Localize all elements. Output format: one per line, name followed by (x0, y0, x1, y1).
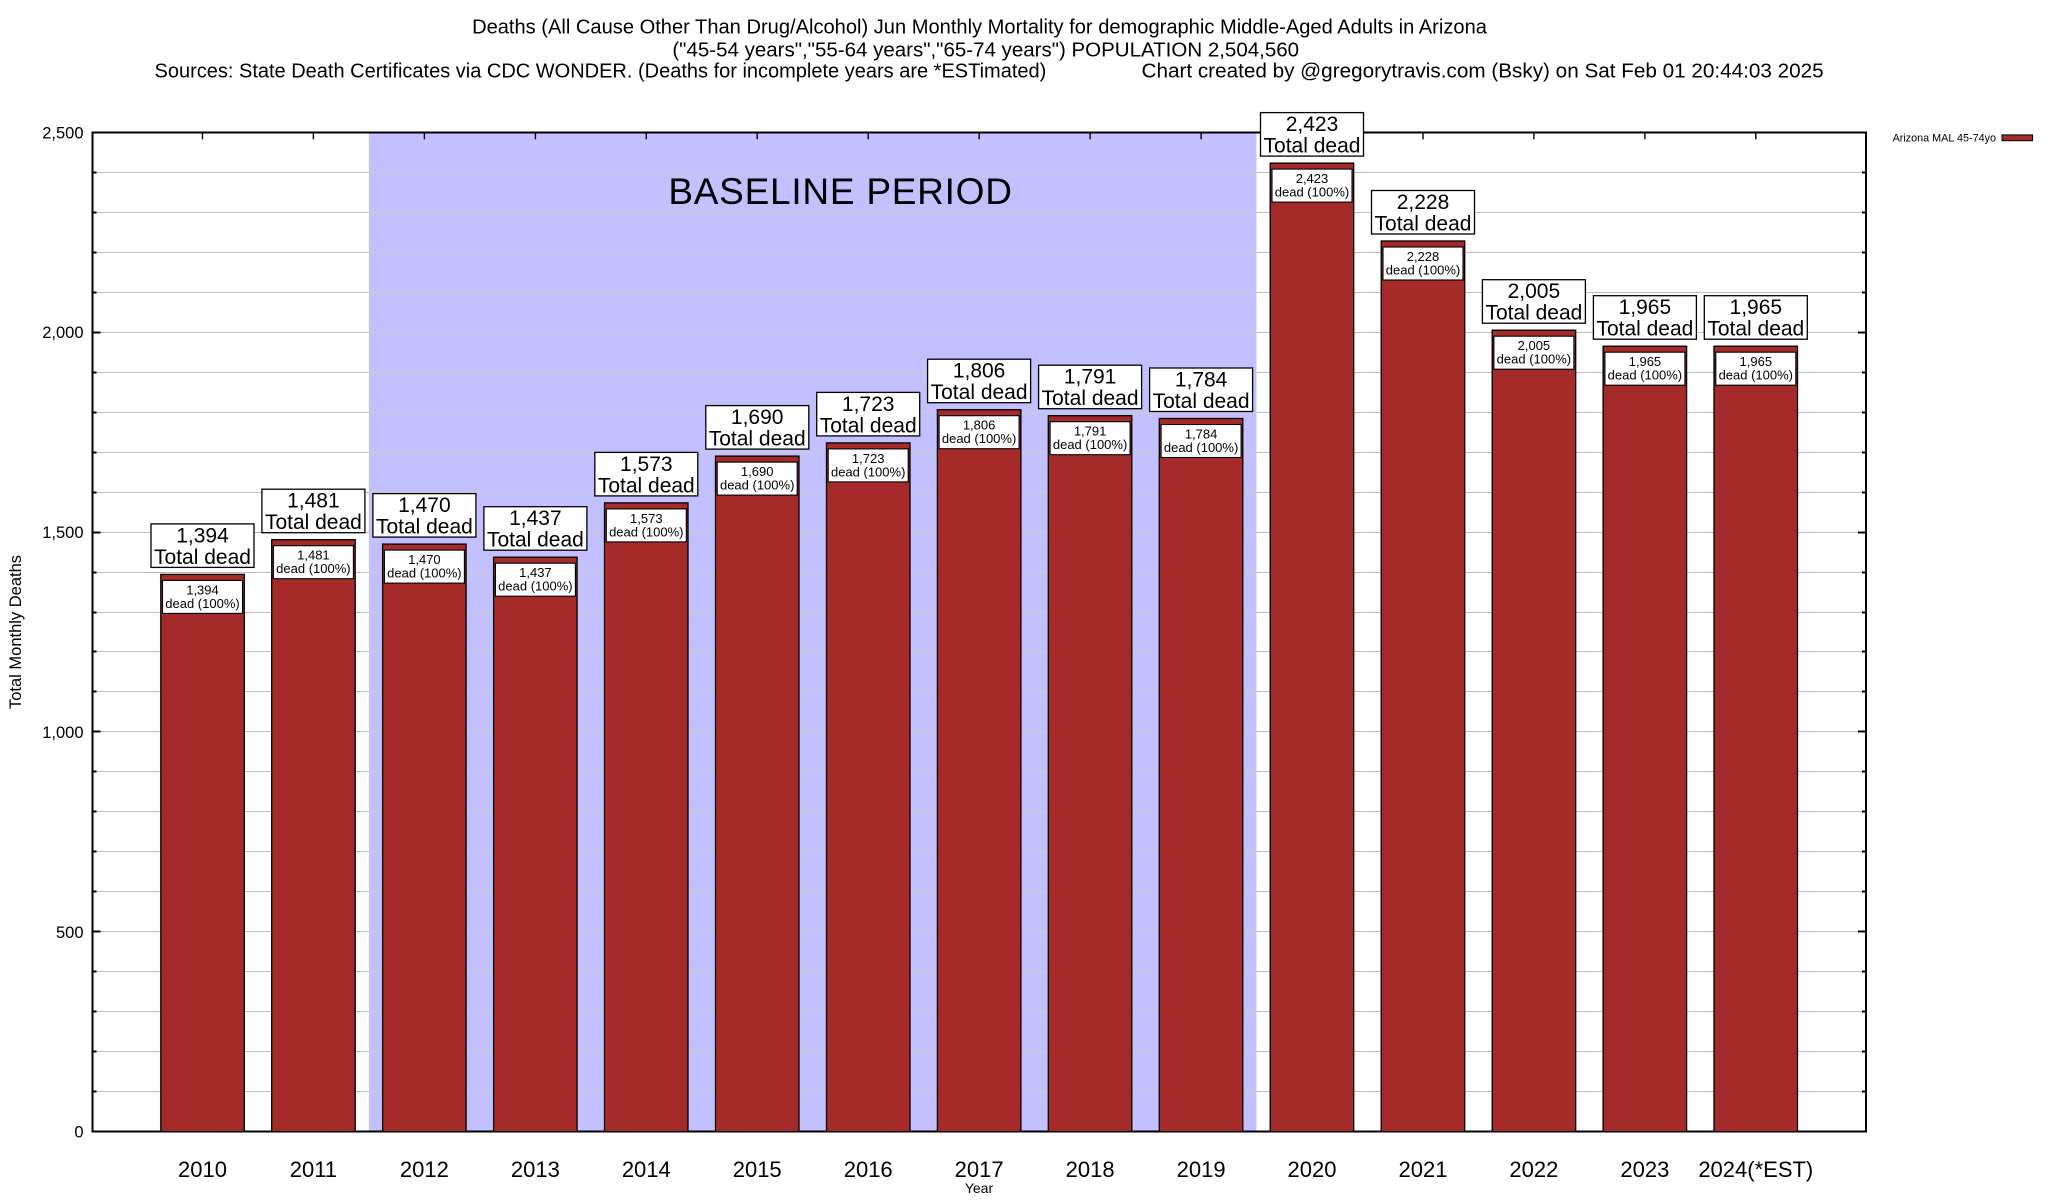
svg-text:1,394: 1,394 (186, 582, 219, 597)
svg-text:2,500: 2,500 (42, 124, 83, 142)
svg-text:Year: Year (965, 1180, 994, 1196)
svg-text:1,573: 1,573 (630, 511, 663, 526)
svg-text:1,723: 1,723 (842, 393, 895, 416)
svg-text:Total dead: Total dead (1707, 318, 1804, 341)
svg-text:1,806: 1,806 (963, 418, 996, 433)
svg-text:2010: 2010 (178, 1157, 227, 1182)
svg-text:2,228: 2,228 (1407, 249, 1440, 264)
svg-text:2013: 2013 (511, 1157, 560, 1182)
svg-text:Total dead: Total dead (376, 516, 473, 539)
svg-text:Deaths (All Cause Other Than D: Deaths (All Cause Other Than Drug/Alcoho… (472, 17, 1488, 39)
svg-text:Total dead: Total dead (265, 511, 362, 534)
svg-text:2017: 2017 (955, 1157, 1004, 1182)
svg-text:Total dead: Total dead (154, 546, 251, 569)
svg-text:Total dead: Total dead (709, 428, 806, 451)
svg-text:1,791: 1,791 (1064, 366, 1117, 389)
svg-text:Total dead: Total dead (1485, 302, 1582, 325)
svg-text:Total dead: Total dead (1264, 135, 1361, 158)
svg-text:1,481: 1,481 (287, 490, 340, 513)
svg-text:2,005: 2,005 (1518, 338, 1551, 353)
svg-text:Total dead: Total dead (820, 414, 917, 437)
svg-text:1,784: 1,784 (1185, 427, 1218, 442)
svg-text:1,965: 1,965 (1730, 296, 1783, 319)
svg-text:1,690: 1,690 (741, 464, 774, 479)
svg-text:dead (100%): dead (100%) (276, 561, 350, 576)
svg-text:Total dead: Total dead (1042, 387, 1139, 410)
svg-text:dead (100%): dead (100%) (1497, 352, 1571, 367)
svg-text:Total dead: Total dead (487, 529, 584, 552)
svg-text:2,228: 2,228 (1397, 191, 1450, 214)
svg-text:1,437: 1,437 (519, 565, 552, 580)
svg-text:2022: 2022 (1509, 1157, 1558, 1182)
svg-text:2015: 2015 (733, 1157, 782, 1182)
svg-text:2019: 2019 (1177, 1157, 1226, 1182)
svg-text:Total dead: Total dead (931, 381, 1028, 404)
svg-text:dead (100%): dead (100%) (609, 524, 683, 539)
svg-text:dead (100%): dead (100%) (942, 431, 1016, 446)
svg-text:1,000: 1,000 (42, 724, 83, 742)
svg-text:1,470: 1,470 (408, 552, 441, 567)
svg-text:dead (100%): dead (100%) (1275, 185, 1349, 200)
svg-text:Total dead: Total dead (1596, 318, 1693, 341)
svg-text:dead (100%): dead (100%) (1053, 437, 1127, 452)
svg-text:dead (100%): dead (100%) (165, 596, 239, 611)
svg-text:2018: 2018 (1066, 1157, 1115, 1182)
svg-text:1,573: 1,573 (620, 453, 673, 476)
svg-text:2011: 2011 (290, 1157, 337, 1182)
svg-text:2,423: 2,423 (1286, 113, 1339, 136)
svg-text:2,000: 2,000 (42, 324, 83, 342)
svg-text:Total dead: Total dead (598, 474, 695, 497)
svg-text:0: 0 (74, 1124, 83, 1142)
svg-text:Total dead: Total dead (1375, 213, 1472, 236)
svg-text:1,481: 1,481 (297, 548, 330, 563)
svg-text:dead (100%): dead (100%) (1608, 368, 1682, 383)
svg-text:1,791: 1,791 (1074, 424, 1107, 439)
svg-text:1,965: 1,965 (1740, 354, 1773, 369)
svg-text:dead (100%): dead (100%) (1164, 440, 1238, 455)
svg-text:Total Monthly Deaths: Total Monthly Deaths (7, 555, 25, 709)
svg-text:dead (100%): dead (100%) (720, 478, 794, 493)
svg-text:Total dead: Total dead (1153, 390, 1250, 413)
svg-text:1,690: 1,690 (731, 406, 784, 429)
svg-text:dead (100%): dead (100%) (1719, 368, 1793, 383)
svg-text:Arizona MAL 45-74yo: Arizona MAL 45-74yo (1893, 133, 1996, 145)
svg-text:Chart created by @gregorytravi: Chart created by @gregorytravis.com (Bsk… (1142, 60, 1824, 83)
svg-text:BASELINE PERIOD: BASELINE PERIOD (668, 171, 1012, 212)
svg-text:1,784: 1,784 (1175, 369, 1228, 392)
svg-text:1,806: 1,806 (953, 360, 1006, 383)
svg-text:2023: 2023 (1620, 1157, 1669, 1182)
svg-text:Sources: State Death Certifica: Sources: State Death Certificates via CD… (155, 61, 1047, 83)
svg-text:dead (100%): dead (100%) (498, 579, 572, 594)
svg-text:1,470: 1,470 (398, 494, 451, 517)
svg-text:("45-54 years","55-64 years",": ("45-54 years","55-64 years","65-74 year… (672, 39, 1299, 62)
svg-text:2024(*EST): 2024(*EST) (1698, 1157, 1813, 1182)
svg-text:1,394: 1,394 (176, 524, 229, 547)
svg-text:2,423: 2,423 (1296, 171, 1329, 186)
svg-text:2,005: 2,005 (1508, 280, 1561, 303)
svg-text:1,437: 1,437 (509, 507, 562, 530)
svg-text:2016: 2016 (844, 1157, 893, 1182)
svg-text:500: 500 (56, 924, 84, 942)
svg-text:dead (100%): dead (100%) (831, 464, 905, 479)
svg-text:1,965: 1,965 (1619, 296, 1672, 319)
svg-text:2020: 2020 (1288, 1157, 1337, 1182)
svg-text:dead (100%): dead (100%) (387, 566, 461, 581)
svg-text:2021: 2021 (1399, 1157, 1448, 1182)
svg-text:1,500: 1,500 (42, 524, 83, 542)
svg-text:2014: 2014 (622, 1157, 671, 1182)
svg-text:1,723: 1,723 (852, 451, 885, 466)
svg-text:1,965: 1,965 (1629, 354, 1662, 369)
svg-text:dead (100%): dead (100%) (1386, 263, 1460, 278)
svg-text:2012: 2012 (400, 1157, 449, 1182)
